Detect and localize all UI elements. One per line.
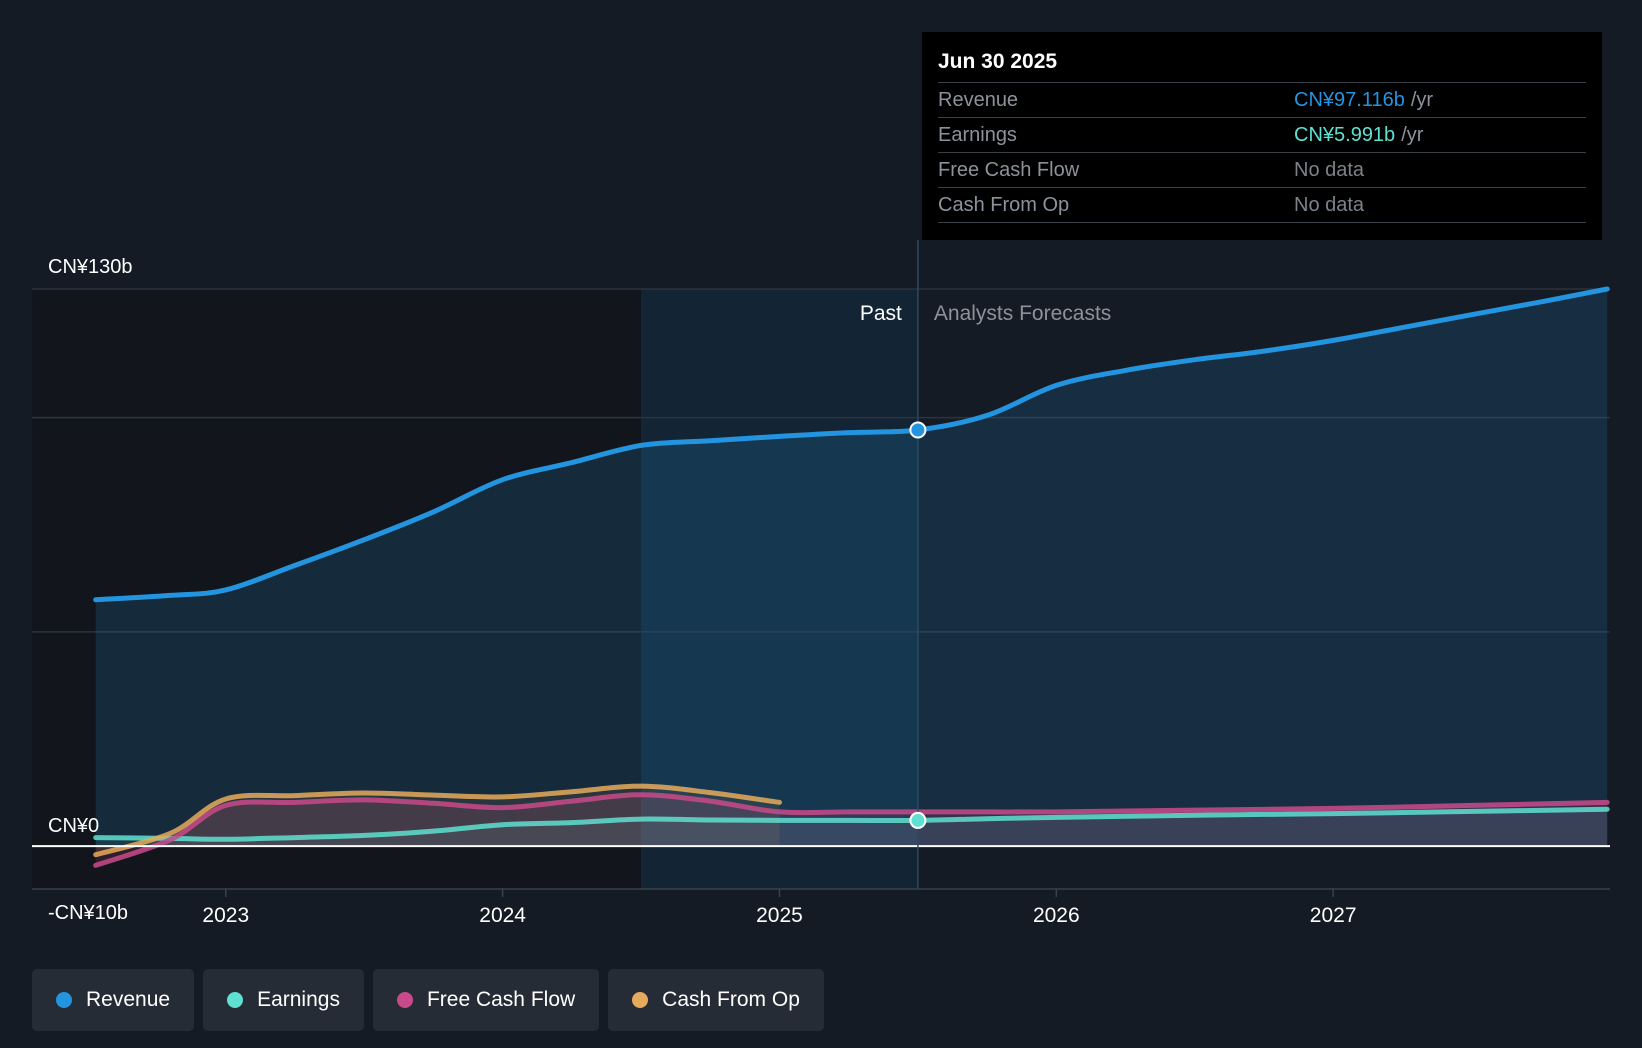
tooltip-row-free-cash-flow: Free Cash Flow No data [938, 152, 1586, 187]
tooltip-unit: /yr [1401, 123, 1424, 146]
hover-markers [909, 421, 927, 829]
earnings-marker [909, 811, 927, 829]
x-tick-label: 2026 [1033, 904, 1080, 927]
tooltip-label: Earnings [938, 123, 1017, 146]
tooltip-value: CN¥5.991b [1294, 123, 1396, 146]
tooltip-value: No data [1294, 158, 1365, 181]
revenue-area [95, 289, 1608, 847]
forecast-label: Analysts Forecasts [934, 302, 1111, 325]
revenue-line [93, 286, 1610, 603]
tooltip-row-cash-from-op: Cash From Op No data [938, 187, 1586, 223]
legend-label: Free Cash Flow [426, 988, 576, 1011]
free-cash-flow-dot-icon [396, 992, 413, 1008]
x-axis-labels: 2023 2024 2025 2026 2027 [202, 889, 1357, 927]
cash-from-op-line [93, 783, 782, 858]
tooltip-label: Free Cash Flow [938, 158, 1080, 181]
tooltip-value: No data [1294, 193, 1365, 216]
x-tick-label: 2023 [202, 904, 249, 927]
revenue-dot-icon [56, 992, 72, 1008]
earnings-dot-icon [227, 992, 244, 1008]
legend-item-earnings[interactable]: Earnings [203, 969, 364, 1031]
series-lines [93, 286, 1610, 868]
y-axis-label: -CN¥10b [48, 902, 128, 924]
x-tick-label: 2027 [1310, 904, 1357, 927]
gridlines [32, 288, 1610, 890]
y-axis-label: CN¥130b [48, 256, 133, 278]
earnings-line [93, 806, 1610, 842]
legend-label: Earnings [257, 988, 340, 1011]
tooltip: Jun 30 2025 Revenue CN¥97.116b /yr Earni… [922, 32, 1602, 240]
revenue-marker [909, 421, 927, 439]
legend: Revenue Earnings Free Cash Flow Cash Fro… [32, 969, 824, 1031]
x-tick-label: 2025 [756, 904, 803, 927]
legend-item-revenue[interactable]: Revenue [32, 969, 195, 1031]
y-axis-label: CN¥0 [48, 815, 99, 837]
legend-item-free-cash-flow[interactable]: Free Cash Flow [372, 969, 600, 1031]
y-axis-labels: CN¥130b CN¥0 -CN¥10b [48, 256, 133, 924]
past-label: Past [860, 302, 902, 325]
free-cash-flow-line [93, 792, 1610, 868]
tooltip-row-revenue: Revenue CN¥97.116b /yr [938, 82, 1586, 117]
x-tick-label: 2024 [479, 904, 526, 927]
legend-item-cash-from-op[interactable]: Cash From Op [608, 969, 824, 1031]
tooltip-row-earnings: Earnings CN¥5.991b /yr [938, 117, 1586, 152]
tooltip-unit: /yr [1410, 88, 1434, 111]
tooltip-date: Jun 30 2025 [938, 50, 1058, 73]
tooltip-label: Revenue [938, 88, 1019, 111]
tooltip-label: Cash From Op [938, 193, 1070, 216]
cash-from-op-dot-icon [632, 992, 649, 1008]
earnings-area [95, 809, 1608, 847]
legend-label: Revenue [86, 988, 171, 1011]
tooltip-value: CN¥97.116b [1294, 88, 1405, 111]
legend-label: Cash From Op [662, 988, 800, 1011]
